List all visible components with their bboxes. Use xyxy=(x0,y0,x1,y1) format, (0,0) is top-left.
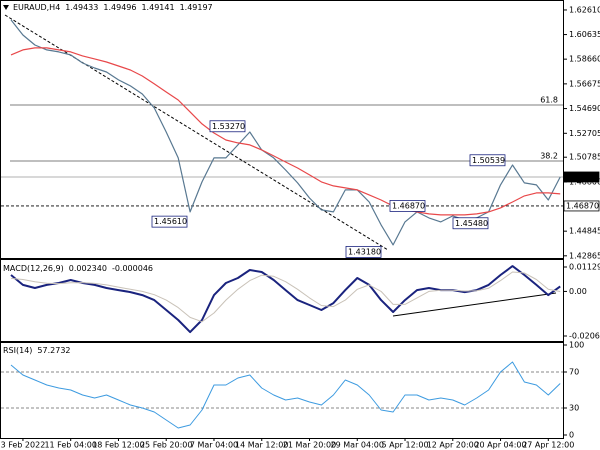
rsi-panel xyxy=(0,342,564,439)
annotation-label: 1.50539 xyxy=(472,156,505,165)
x-tick-label: 27 Apr 12:00 xyxy=(522,441,574,450)
header-value: 1.49197 xyxy=(180,3,213,12)
y-tick-label: 70 xyxy=(569,368,579,377)
y-tick-label: 1.62610 xyxy=(569,5,600,14)
price-box-label: 1.49197 xyxy=(566,172,599,181)
y-tick-label: 1.54690 xyxy=(569,104,600,113)
header-value: 0.002340 xyxy=(69,264,107,273)
panel-header: RSI(14) 57.2732 xyxy=(3,346,71,355)
y-tick-label: 1.50785 xyxy=(569,153,600,162)
annotation-box xyxy=(452,217,489,230)
series-line xyxy=(10,271,561,323)
menu-icon[interactable] xyxy=(3,5,9,10)
header-value: 57.2732 xyxy=(37,346,70,355)
annotation-box xyxy=(209,120,246,133)
y-tick-label: 0.011294 xyxy=(569,262,600,271)
panel-title: MACD(12,26,9) xyxy=(3,264,64,273)
x-tick-label: 7 Mar 04:00 xyxy=(190,441,238,450)
series-line xyxy=(10,19,561,246)
x-tick-label: 29 Mar 04:00 xyxy=(331,441,384,450)
panel-title: EURAUD,H4 xyxy=(13,3,60,12)
panel-header: MACD(12,26,9) 0.002340 -0.000046 xyxy=(3,264,153,273)
x-tick-label: 11 Feb 04:00 xyxy=(44,441,96,450)
series-line xyxy=(10,265,561,334)
annotation-label: 1.53270 xyxy=(212,122,245,131)
y-tick-label: 1.58660 xyxy=(569,55,600,64)
header-value: 1.49433 xyxy=(65,3,98,12)
y-tick-label: 1.56675 xyxy=(569,79,600,88)
y-tick-label: 0.00 xyxy=(569,287,587,296)
panel-header: EURAUD,H4 1.49433 1.49496 1.49141 1.49197 xyxy=(13,3,213,12)
annotation-box xyxy=(151,215,188,228)
y-tick-label: 30 xyxy=(569,404,579,413)
price-box xyxy=(563,171,600,183)
annotation-box xyxy=(345,245,382,258)
header-value: 1.49141 xyxy=(141,3,174,12)
series-line xyxy=(10,47,561,216)
annotation-label: 1.45610 xyxy=(154,217,187,226)
y-tick-label: 1.42865 xyxy=(569,251,600,260)
x-tick-label: 20 Apr 04:00 xyxy=(474,441,526,450)
price-panel xyxy=(0,0,564,259)
fib-label: 61.8 xyxy=(540,95,558,104)
y-tick-label: 1.60635 xyxy=(569,30,600,39)
header-value: 1.49496 xyxy=(103,3,136,12)
y-tick-label: 100 xyxy=(569,341,584,350)
y-tick-label: -0.020618 xyxy=(569,332,600,341)
annotation-label: 1.43180 xyxy=(348,247,381,256)
x-tick-label: 25 Feb 20:00 xyxy=(140,441,192,450)
price-box xyxy=(563,200,600,212)
annotation-label: 1.46870 xyxy=(392,201,425,210)
fib-label: 38.2 xyxy=(540,152,558,161)
x-tick-label: 14 Mar 12:00 xyxy=(235,441,288,450)
x-tick-label: 3 Feb 2022 xyxy=(1,441,46,450)
x-tick-label: 21 Mar 20:00 xyxy=(283,441,336,450)
annotation-box xyxy=(469,154,506,167)
x-tick-label: 12 Apr 20:00 xyxy=(427,441,479,450)
macd-panel xyxy=(0,259,564,342)
y-tick-label: 0 xyxy=(569,431,574,440)
series-line xyxy=(10,361,561,429)
y-tick-label: 1.44845 xyxy=(569,227,600,236)
x-tick-label: 5 Apr 12:00 xyxy=(381,441,428,450)
x-tick-label: 18 Feb 12:00 xyxy=(92,441,144,450)
annotation-label: 1.45480 xyxy=(455,219,488,228)
header-value: -0.000046 xyxy=(112,264,153,273)
y-tick-label: 1.52705 xyxy=(569,129,600,138)
trend-line xyxy=(392,292,557,317)
annotation-box xyxy=(389,200,426,212)
panel-title: RSI(14) xyxy=(3,346,32,355)
price-box-label: 1.46870 xyxy=(566,201,599,210)
